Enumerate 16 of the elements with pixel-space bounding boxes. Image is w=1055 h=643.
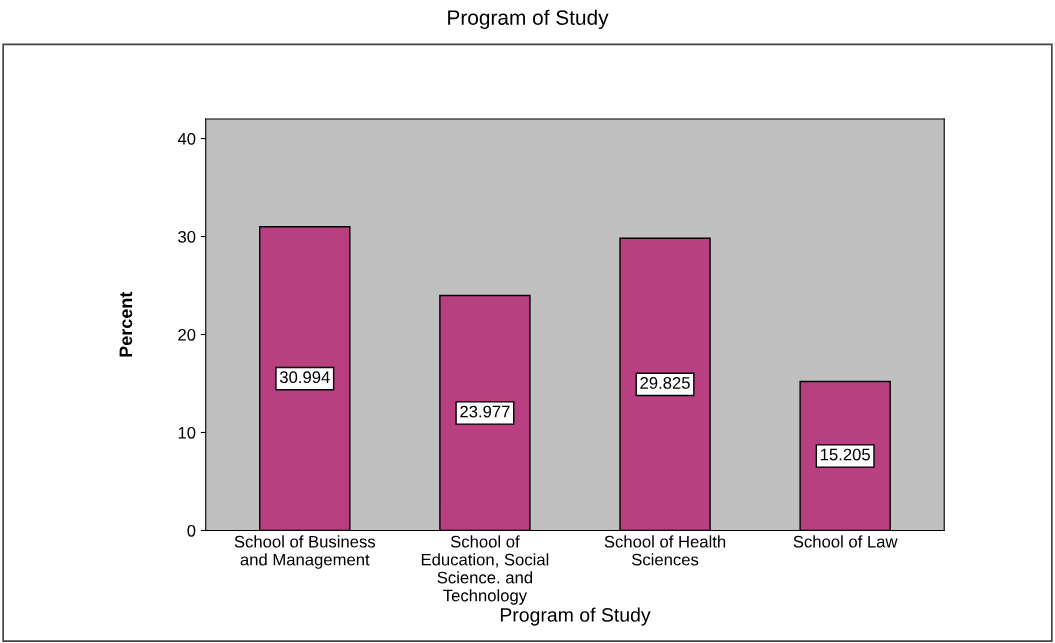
x-axis-title: Program of Study bbox=[500, 607, 651, 626]
data-label: 29.825 bbox=[640, 377, 690, 389]
x-tick-label: School of Law bbox=[793, 535, 898, 548]
data-label: 23.977 bbox=[460, 405, 510, 418]
y-axis-title: Percent bbox=[119, 291, 133, 357]
y-tick-label: 40 bbox=[177, 132, 196, 145]
chart-title: Program of Study bbox=[448, 9, 609, 30]
x-tick-label: School of Business and Management bbox=[234, 535, 376, 569]
data-label: 15.205 bbox=[820, 448, 870, 461]
x-tick-label: School of Education, Social Science. and Technology bbox=[421, 535, 549, 605]
y-tick-label: 10 bbox=[178, 426, 196, 439]
y-tick-label: 20 bbox=[178, 328, 196, 341]
y-tick-label: 0 bbox=[187, 524, 196, 537]
y-tick-label: 30 bbox=[178, 230, 196, 243]
x-tick-label: School of Health Sciences bbox=[604, 535, 726, 566]
data-label: 30.994 bbox=[279, 371, 330, 384]
